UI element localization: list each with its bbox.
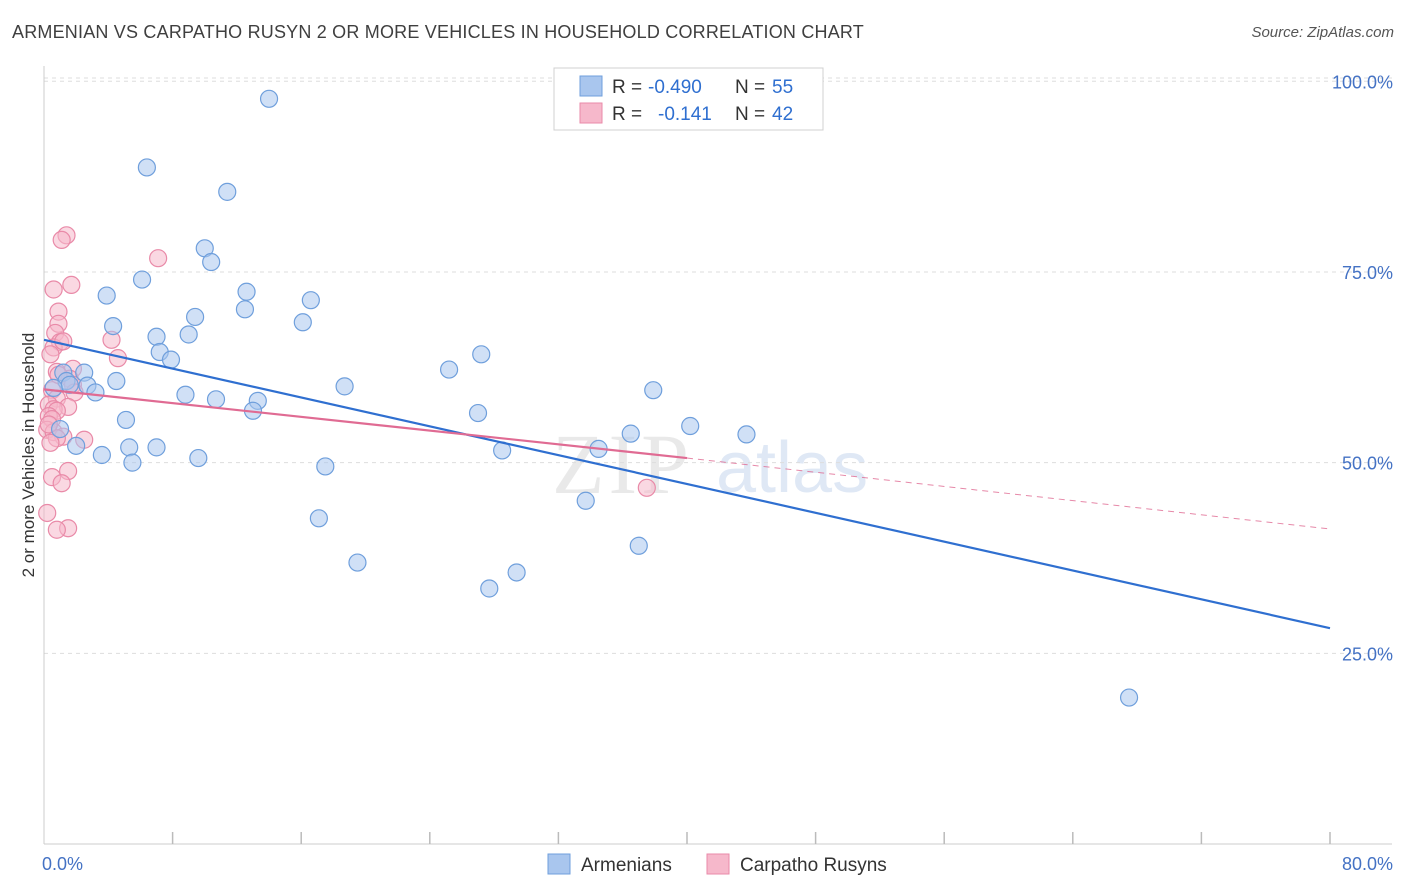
chart-title: ARMENIAN VS CARPATHO RUSYN 2 OR MORE VEH… bbox=[12, 22, 864, 42]
point-armenians-27 bbox=[86, 383, 105, 402]
point-armenians-39 bbox=[147, 438, 166, 457]
point-rusyns-1 bbox=[52, 230, 71, 250]
legend-n-label-armenians: N = bbox=[735, 77, 765, 98]
point-armenians-37 bbox=[67, 436, 86, 455]
legend-r-label-armenians: R = bbox=[612, 77, 642, 98]
legend-r-value-rusyns: -0.141 bbox=[658, 104, 712, 125]
legend-swatch-rusyns bbox=[579, 102, 603, 124]
point-armenians-47 bbox=[309, 509, 328, 528]
trend-line-rusyns bbox=[43, 388, 688, 460]
y-tick-label-3: 100.0% bbox=[1332, 72, 1393, 92]
y-axis-label: 2 or more Vehicles in Household bbox=[19, 333, 38, 578]
point-rusyns-4 bbox=[44, 280, 63, 299]
point-rusyns-38 bbox=[47, 520, 66, 539]
point-armenians-15 bbox=[472, 345, 491, 364]
point-armenians-34 bbox=[681, 416, 700, 436]
y-tick-label-2: 75.0% bbox=[1342, 263, 1393, 283]
point-armenians-48 bbox=[629, 536, 648, 555]
point-armenians-35 bbox=[621, 424, 640, 443]
point-armenians-36 bbox=[737, 425, 756, 444]
bottom-legend-swatch-rusyns bbox=[706, 853, 730, 875]
bottom-legend-label-rusyns: Carpatho Rusyns bbox=[740, 855, 887, 876]
y-tick-label-0: 25.0% bbox=[1342, 644, 1393, 664]
point-armenians-44 bbox=[123, 453, 142, 472]
point-rusyns-3 bbox=[62, 275, 81, 295]
point-armenians-45 bbox=[316, 457, 335, 476]
point-armenians-18 bbox=[439, 360, 459, 379]
point-rusyns-35 bbox=[637, 478, 656, 497]
series-legend: Armenians Carpatho Rusyns bbox=[547, 853, 887, 876]
point-armenians-26 bbox=[644, 381, 663, 400]
point-armenians-2 bbox=[218, 182, 237, 201]
point-armenians-4 bbox=[202, 252, 221, 272]
point-armenians-52 bbox=[1119, 688, 1139, 707]
point-rusyns-11 bbox=[41, 345, 60, 364]
point-armenians-49 bbox=[348, 553, 367, 572]
x-tick-label-0: 0.0% bbox=[42, 854, 83, 874]
legend-swatch-armenians bbox=[579, 75, 603, 97]
point-armenians-43 bbox=[189, 448, 208, 468]
trend-line-rusyns-extension bbox=[686, 457, 1331, 530]
watermark-zip: ZIP bbox=[552, 416, 693, 512]
legend-n-value-rusyns: 42 bbox=[772, 104, 793, 125]
point-armenians-5 bbox=[132, 270, 152, 289]
legend-r-value-armenians: -0.490 bbox=[648, 77, 702, 98]
point-armenians-8 bbox=[301, 291, 320, 310]
source-label: Source: ZipAtlas.com bbox=[1251, 24, 1394, 41]
trend-line-armenians bbox=[43, 338, 1331, 630]
point-rusyns-31 bbox=[41, 433, 60, 452]
point-armenians-38 bbox=[120, 438, 139, 457]
point-armenians-10 bbox=[186, 307, 205, 327]
point-armenians-7 bbox=[97, 286, 116, 305]
point-armenians-50 bbox=[507, 563, 526, 582]
point-armenians-11 bbox=[293, 313, 312, 332]
point-armenians-51 bbox=[480, 579, 499, 598]
point-armenians-53 bbox=[44, 378, 63, 397]
y-axis-ticks: 25.0% 50.0% 75.0% 100.0% bbox=[1332, 72, 1393, 664]
point-armenians-12 bbox=[104, 316, 123, 336]
point-rusyns-34 bbox=[52, 474, 71, 493]
point-armenians-13 bbox=[179, 325, 198, 344]
point-armenians-42 bbox=[92, 445, 111, 465]
point-rusyns-36 bbox=[38, 503, 57, 523]
point-armenians-32 bbox=[468, 403, 488, 423]
point-armenians-33 bbox=[116, 410, 136, 430]
point-armenians-1 bbox=[137, 158, 156, 177]
trend-lines bbox=[43, 338, 1331, 630]
legend-r-label-rusyns: R = bbox=[612, 104, 642, 125]
point-armenians-54 bbox=[50, 419, 70, 439]
point-armenians-17 bbox=[161, 350, 181, 369]
gridlines bbox=[44, 77, 1392, 654]
series-armenians bbox=[44, 89, 1139, 707]
point-armenians-23 bbox=[107, 371, 126, 391]
bottom-legend-label-armenians: Armenians bbox=[581, 855, 672, 876]
y-tick-label-1: 50.0% bbox=[1342, 454, 1393, 474]
correlation-legend: R = -0.490 N = 55 R = -0.141 N = 42 bbox=[553, 67, 824, 131]
point-armenians-46 bbox=[576, 491, 595, 510]
legend-n-label-rusyns: N = bbox=[735, 104, 765, 125]
point-armenians-6 bbox=[237, 282, 256, 301]
point-armenians-9 bbox=[235, 300, 255, 319]
point-armenians-28 bbox=[176, 385, 195, 404]
point-rusyns-40 bbox=[54, 332, 73, 351]
point-rusyns-2 bbox=[149, 249, 168, 268]
point-armenians-29 bbox=[206, 390, 226, 409]
x-tick-label-1: 80.0% bbox=[1342, 854, 1393, 874]
axes bbox=[43, 66, 1392, 845]
bottom-legend-swatch-armenians bbox=[547, 853, 571, 875]
point-armenians-25 bbox=[335, 377, 354, 396]
point-armenians-0 bbox=[259, 89, 279, 108]
point-armenians-14 bbox=[147, 327, 166, 346]
legend-n-value-armenians: 55 bbox=[772, 77, 793, 98]
x-axis-ticks: 0.0% 80.0% bbox=[42, 832, 1393, 874]
